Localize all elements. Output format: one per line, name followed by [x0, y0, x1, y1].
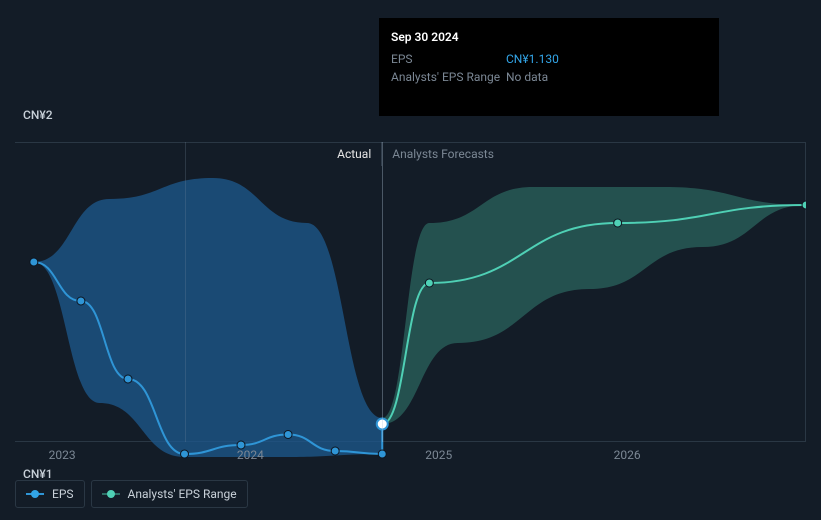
eps-forecast-point[interactable]	[614, 219, 622, 227]
legend-label: EPS	[52, 487, 74, 501]
tooltip-row-label: Analysts' EPS Range	[391, 68, 506, 86]
eps-point[interactable]	[30, 258, 38, 266]
x-axis-tick: 2023	[49, 448, 76, 462]
legend-item[interactable]: EPS	[15, 480, 85, 508]
y-axis-tick-top: CN¥2	[23, 108, 53, 122]
region-guide-line	[185, 142, 186, 442]
eps-point[interactable]	[77, 297, 85, 305]
eps-forecast-point[interactable]	[802, 201, 806, 209]
region-divider-line	[382, 142, 383, 442]
eps-point[interactable]	[124, 375, 132, 383]
y-axis-tick-bottom: CN¥1	[23, 467, 53, 481]
x-axis-tick: 2024	[237, 448, 264, 462]
eps-point[interactable]	[284, 431, 292, 439]
plot-svg	[15, 163, 806, 463]
x-axis-tick: 2026	[614, 448, 641, 462]
eps-chart: CN¥2 Actual Analysts Forecasts CN¥1 2023…	[15, 122, 806, 467]
chart-legend: EPS Analysts' EPS Range	[15, 480, 248, 508]
eps-forecast-point[interactable]	[425, 279, 433, 287]
legend-swatch-icon	[102, 490, 120, 498]
eps-range-forecast-area	[382, 187, 806, 424]
legend-label: Analysts' EPS Range	[128, 487, 237, 501]
legend-item[interactable]: Analysts' EPS Range	[91, 480, 248, 508]
tooltip-row-value: No data	[506, 68, 548, 86]
plot-area[interactable]	[15, 142, 806, 442]
tooltip-date: Sep 30 2024	[391, 28, 707, 46]
tooltip-row: EPSCN¥1.130	[391, 50, 707, 68]
x-axis: 2023 2024 2025 2026	[15, 448, 806, 468]
legend-swatch-icon	[26, 490, 44, 498]
x-axis-tick: 2025	[425, 448, 452, 462]
chart-tooltip: Sep 30 2024 EPSCN¥1.130Analysts' EPS Ran…	[379, 18, 719, 116]
eps-range-actual-area	[34, 178, 382, 457]
tooltip-row-label: EPS	[391, 50, 506, 68]
tooltip-row-value: CN¥1.130	[506, 50, 559, 68]
tooltip-row: Analysts' EPS RangeNo data	[391, 68, 707, 86]
